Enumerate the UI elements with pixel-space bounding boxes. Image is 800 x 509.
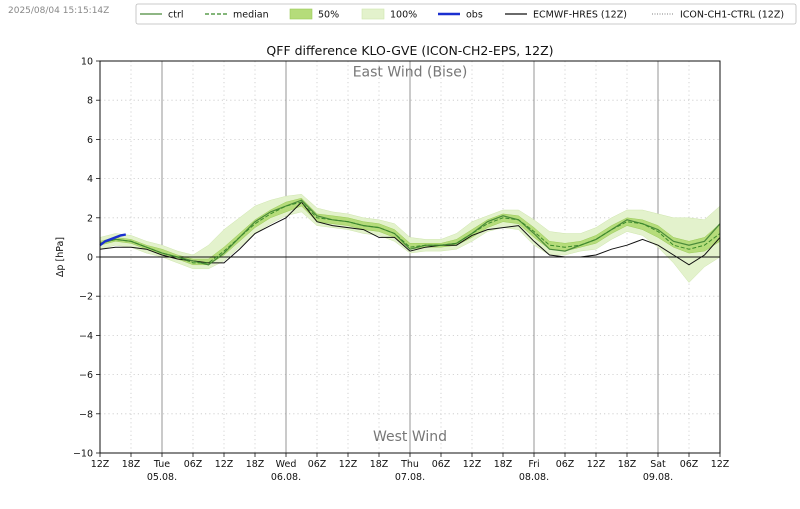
x-tick-label: 06Z <box>308 459 327 470</box>
x-tick-label: 12Z <box>215 459 234 470</box>
x-tick-label: 12Z <box>711 459 730 470</box>
y-tick-label: −8 <box>79 409 93 420</box>
y-tick-label: 0 <box>87 253 93 264</box>
x-tick-date-label: 07.08. <box>395 472 425 483</box>
x-tick-label: 18Z <box>246 459 265 470</box>
x-tick-label: 18Z <box>370 459 389 470</box>
legend-median-label: median <box>233 10 269 21</box>
legend: ctrl median 50% 100% obs ECMWF-HRES (12Z) ICON… <box>135 3 797 25</box>
y-tick-label: 2 <box>87 213 93 224</box>
x-tick-label: Sat <box>650 459 666 470</box>
y-tick-label: −2 <box>79 292 93 303</box>
x-tick-label: 18Z <box>122 459 141 470</box>
x-tick-label: Tue <box>153 459 170 470</box>
x-tick-label: 18Z <box>494 459 513 470</box>
x-tick-date-label: 06.08. <box>271 472 301 483</box>
x-tick-label: 12Z <box>463 459 482 470</box>
x-tick-date-label: 08.08. <box>519 472 549 483</box>
legend-100-label: 100% <box>390 10 417 21</box>
legend-ecmwf-hres-12z-label: ECMWF-HRES (12Z) <box>533 10 627 21</box>
y-axis-label: Δp [hPa] <box>55 237 66 277</box>
y-tick-label: −10 <box>73 449 93 460</box>
x-tick-label: 12Z <box>339 459 358 470</box>
series-obs <box>99 233 127 247</box>
y-tick-label: 8 <box>87 96 93 107</box>
x-tick-label: 06Z <box>680 459 699 470</box>
x-tick-label: Thu <box>400 459 419 470</box>
y-tick-label: 4 <box>87 174 93 185</box>
x-tick-label: 12Z <box>587 459 606 470</box>
y-tick-label: 6 <box>87 135 93 146</box>
legend-obs-label: obs <box>466 10 483 21</box>
x-tick-label: 12Z <box>91 459 110 470</box>
y-tick-label: −4 <box>79 331 93 342</box>
chart-title: QFF difference KLO-GVE (ICON-CH2-EPS, 12… <box>266 43 553 58</box>
y-tick-label: −6 <box>79 370 93 381</box>
legend-50-swatch <box>289 8 313 20</box>
x-tick-label: Fri <box>528 459 539 470</box>
x-tick-label: Wed <box>276 459 297 470</box>
x-tick-label: 06Z <box>432 459 451 470</box>
annotation-west-wind: West Wind <box>373 429 447 445</box>
x-tick-date-label: 09.08. <box>643 472 673 483</box>
x-tick-date-label: 05.08. <box>147 472 177 483</box>
x-tick-label: 06Z <box>556 459 575 470</box>
legend-icon-ch1-ctrl-12z-label: ICON-CH1-CTRL (12Z) <box>680 10 784 21</box>
legend-100-swatch <box>361 8 385 20</box>
series-ctrl <box>99 199 721 266</box>
series-ecmwf-hres <box>99 201 721 266</box>
x-tick-label: 06Z <box>184 459 203 470</box>
x-tick-label: 18Z <box>618 459 637 470</box>
y-tick-label: 10 <box>81 57 93 68</box>
timestamp: 2025/08/04 15:15:14Z <box>8 6 110 16</box>
legend-50-label: 50% <box>318 10 339 21</box>
legend-ctrl-label: ctrl <box>168 10 184 21</box>
plot-area: East Wind (Bise) West Wind −10 −8 −6 −4 −2 0 2 4 6… <box>73 57 730 484</box>
annotation-east-wind: East Wind (Bise) <box>353 65 468 81</box>
